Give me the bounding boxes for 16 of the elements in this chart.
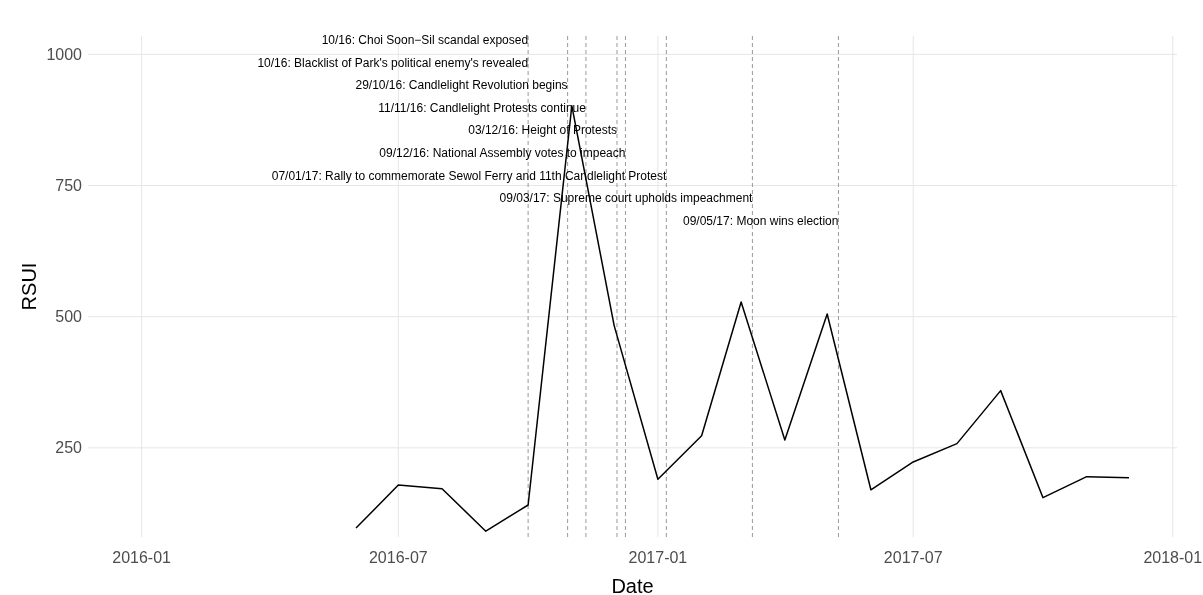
x-tick-label: 2016-07: [368, 549, 428, 566]
ref-line-label: 10/16: Choi Soon−Sil scandal exposed: [321, 33, 529, 47]
y-tick-label: 750: [55, 177, 83, 195]
annotation: 10/16: Blacklist of Park's political enemy's revealed: [257, 55, 529, 70]
x-axis-title: Date: [611, 575, 654, 595]
y-tick-label: 1000: [46, 45, 83, 63]
y-tick-label: 250: [55, 439, 83, 457]
ref-line-label: 09/05/17: Moon wins election: [683, 213, 839, 228]
ref-line-label: 29/10/16: Candlelight Revolution begins: [355, 78, 568, 93]
y-tick-label: 500: [55, 308, 83, 326]
x-tick-label: 2018-01: [1143, 549, 1203, 566]
x-tick-label: 2017-07: [883, 549, 943, 566]
x-tick-label: 2016-01: [112, 549, 172, 566]
y-axis-title: RSUI: [18, 262, 40, 311]
x-tick-label: 2017-01: [628, 549, 688, 566]
line-series: [355, 105, 1130, 532]
